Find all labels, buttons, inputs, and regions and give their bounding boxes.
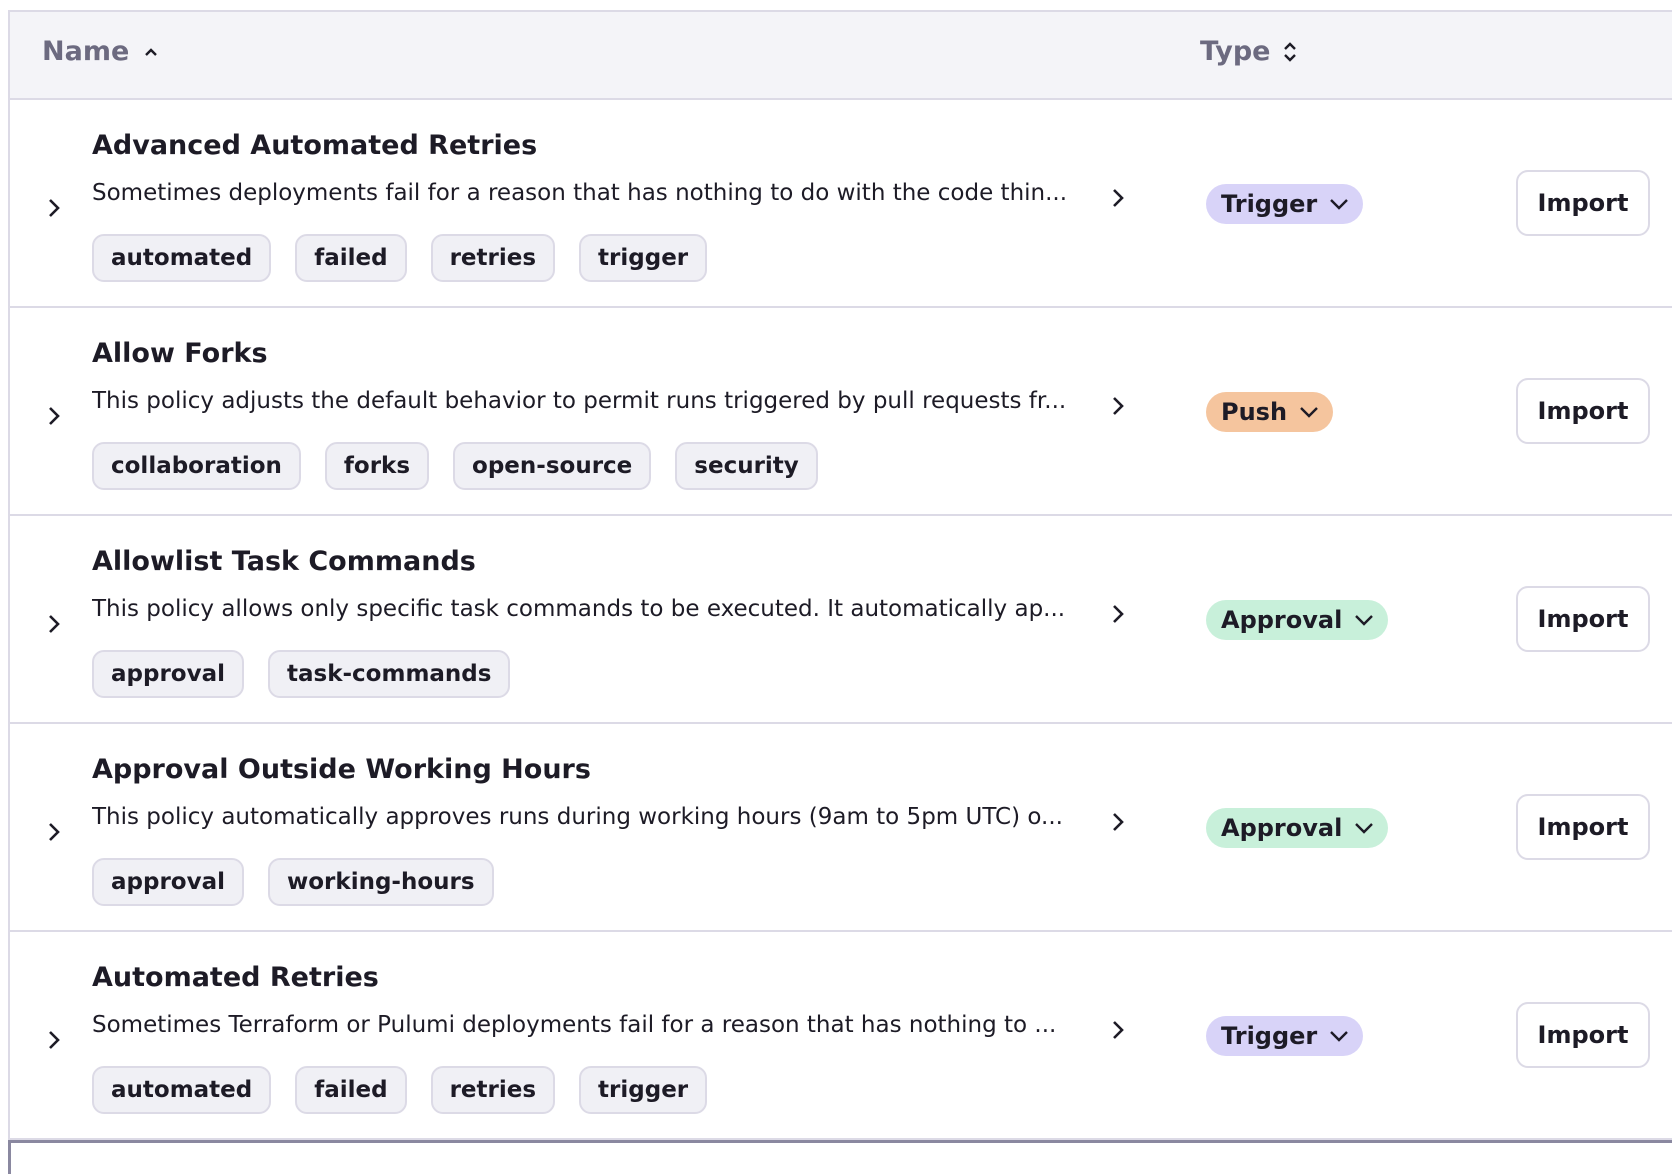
type-label: Push (1221, 398, 1288, 426)
policy-description: This policy automatically approves runs … (92, 804, 1063, 830)
tag: collaboration (92, 442, 301, 490)
policy-title: Allow Forks (92, 338, 268, 369)
show-details-chevron-icon[interactable] (1110, 1018, 1126, 1042)
tag: open-source (453, 442, 652, 490)
tag: forks (324, 442, 430, 490)
expand-row-chevron-icon[interactable] (44, 612, 64, 636)
tag: failed (295, 1066, 407, 1114)
tag-list: approval working-hours (92, 858, 494, 906)
import-button[interactable]: Import (1516, 794, 1650, 860)
policy-title: Approval Outside Working Hours (92, 754, 591, 785)
tag-list: approval task-commands (92, 650, 511, 698)
table-row: Approval Outside Working Hours This poli… (10, 724, 1672, 932)
tag: approval (92, 650, 244, 698)
chevron-down-icon (1300, 407, 1318, 418)
type-label: Trigger (1221, 1022, 1318, 1050)
tag: trigger (579, 1066, 708, 1114)
policy-title: Allowlist Task Commands (92, 546, 476, 577)
import-button[interactable]: Import (1516, 1002, 1650, 1068)
chevron-down-icon (1355, 615, 1374, 626)
type-dropdown[interactable]: Approval (1206, 600, 1389, 640)
column-name-label: Name (42, 36, 130, 67)
chevron-down-icon (1330, 1031, 1349, 1042)
column-type-label: Type (1200, 36, 1271, 67)
expand-row-chevron-icon[interactable] (44, 1028, 64, 1052)
table-header: Name Type (10, 10, 1672, 100)
expand-row-chevron-icon[interactable] (44, 404, 64, 428)
tag: retries (430, 234, 556, 282)
chevron-down-icon (1330, 199, 1349, 210)
policy-title: Advanced Automated Retries (92, 130, 538, 161)
expand-row-chevron-icon[interactable] (44, 196, 64, 220)
tag: failed (295, 234, 407, 282)
table-row-partial[interactable] (8, 1140, 1672, 1174)
type-dropdown[interactable]: Push (1206, 392, 1334, 432)
type-dropdown[interactable]: Trigger (1206, 1016, 1364, 1056)
tag-list: automated failed retries trigger (92, 234, 708, 282)
policy-templates-table: Name Type Advanced Automated Retries Som… (8, 10, 1672, 1174)
chevron-down-icon (1355, 823, 1374, 834)
policy-title: Automated Retries (92, 962, 379, 993)
column-header-name[interactable]: Name (42, 36, 159, 67)
policy-description: Sometimes deployments fail for a reason … (92, 180, 1068, 206)
import-button[interactable]: Import (1516, 170, 1650, 236)
tag-list: collaboration forks open-source security (92, 442, 818, 490)
tag: automated (92, 234, 272, 282)
expand-row-chevron-icon[interactable] (44, 820, 64, 844)
show-details-chevron-icon[interactable] (1110, 186, 1126, 210)
sort-unsorted-icon (1284, 41, 1297, 62)
table-row: Advanced Automated Retries Sometimes dep… (10, 100, 1672, 308)
policy-description: This policy allows only specific task co… (92, 596, 1066, 622)
tag: task-commands (268, 650, 511, 698)
type-dropdown[interactable]: Trigger (1206, 184, 1364, 224)
import-button[interactable]: Import (1516, 378, 1650, 444)
table-row: Allowlist Task Commands This policy allo… (10, 516, 1672, 724)
show-details-chevron-icon[interactable] (1110, 394, 1126, 418)
column-header-type[interactable]: Type (1200, 36, 1298, 67)
table-row: Allow Forks This policy adjusts the defa… (10, 308, 1672, 516)
table-row: Automated Retries Sometimes Terraform or… (10, 932, 1672, 1140)
tag: automated (92, 1066, 272, 1114)
sort-ascending-icon (145, 47, 158, 56)
tag: security (675, 442, 818, 490)
type-label: Trigger (1221, 190, 1318, 218)
import-button[interactable]: Import (1516, 586, 1650, 652)
tag-list: automated failed retries trigger (92, 1066, 708, 1114)
type-dropdown[interactable]: Approval (1206, 808, 1389, 848)
tag: working-hours (268, 858, 494, 906)
tag: trigger (579, 234, 708, 282)
show-details-chevron-icon[interactable] (1110, 810, 1126, 834)
policy-description: Sometimes Terraform or Pulumi deployment… (92, 1012, 1057, 1038)
type-label: Approval (1221, 606, 1343, 634)
type-label: Approval (1221, 814, 1343, 842)
show-details-chevron-icon[interactable] (1110, 602, 1126, 626)
tag: retries (430, 1066, 556, 1114)
tag: approval (92, 858, 244, 906)
policy-description: This policy adjusts the default behavior… (92, 388, 1067, 414)
